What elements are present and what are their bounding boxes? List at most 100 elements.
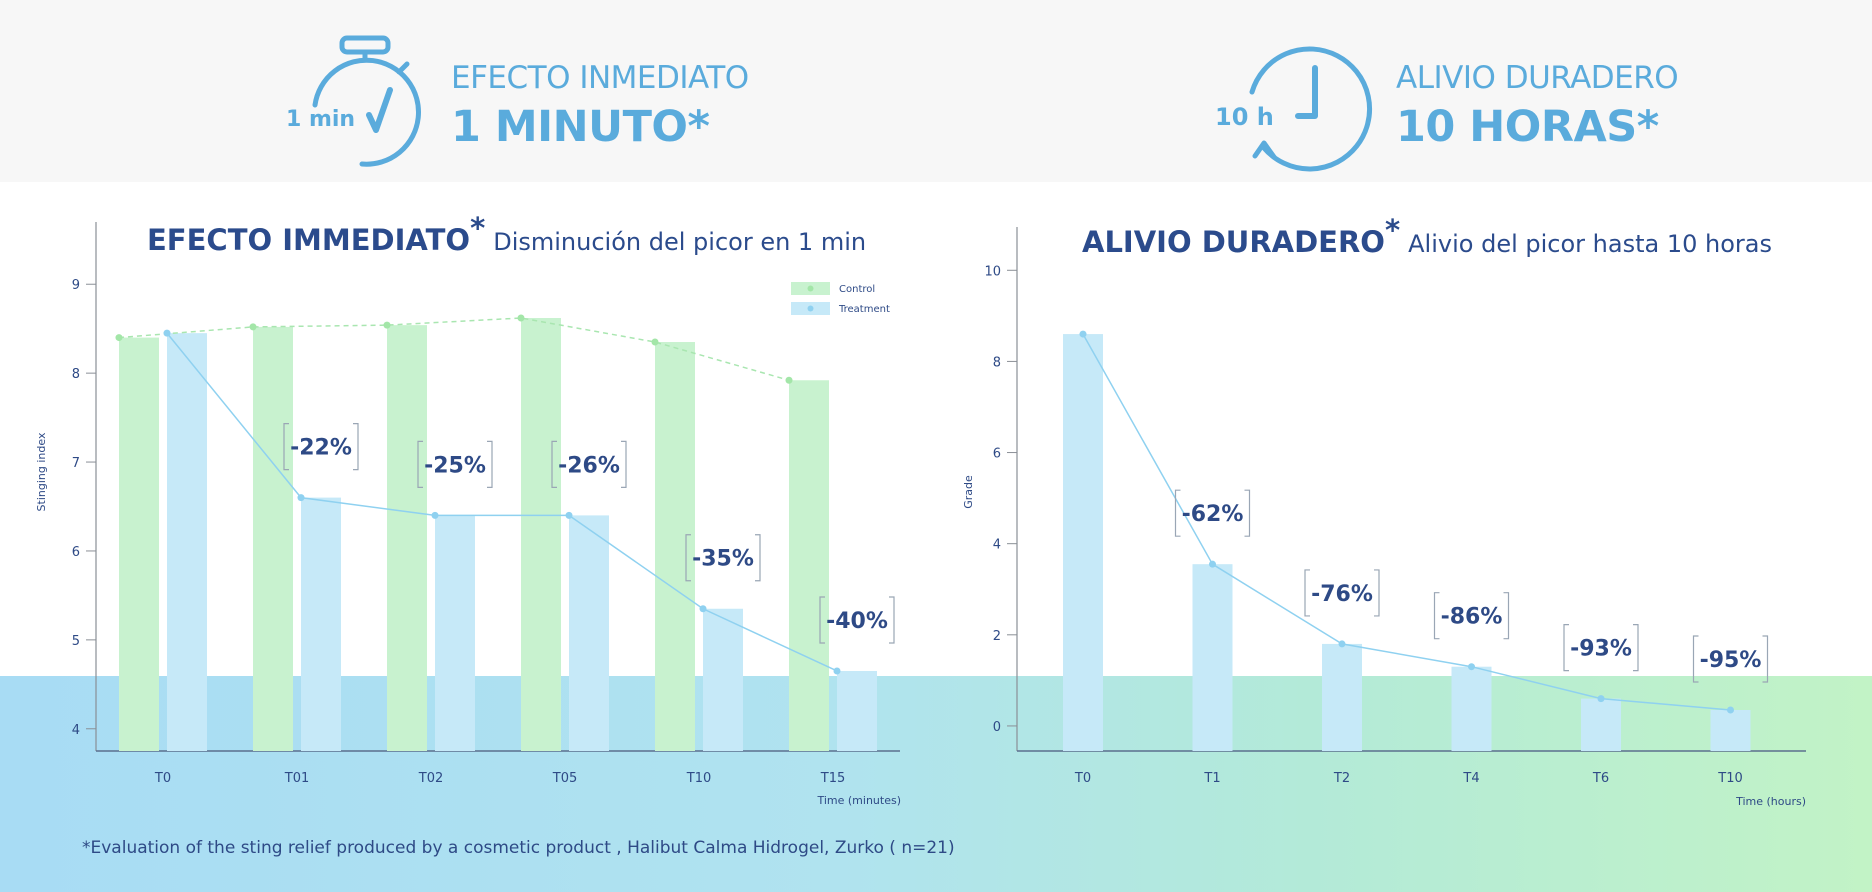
- callout-bracket-right: [353, 423, 359, 471]
- reduction-label: -22%: [290, 436, 352, 461]
- y-tick-label: 4: [993, 538, 1001, 553]
- y-tick-label: 6: [72, 545, 80, 560]
- stopwatch-icon: 1 min: [286, 35, 421, 167]
- treatment-point: [699, 605, 707, 613]
- callout-bracket-left: [417, 440, 423, 488]
- x-tick-label: T15: [820, 771, 845, 786]
- reduction-label: -62%: [1182, 502, 1244, 527]
- treatment-trend-line: [1082, 333, 1731, 711]
- y-tick-label: 7: [72, 456, 80, 471]
- feature-title-right: ALIVIO DURADERO: [1396, 60, 1679, 96]
- legend-label-control: Control: [839, 284, 875, 295]
- bar-control: [119, 337, 159, 751]
- x-tick-label: T1: [1203, 771, 1220, 786]
- x-tick-label: T10: [686, 771, 711, 786]
- reduction-label: -95%: [1700, 648, 1762, 673]
- bar-grade: [1581, 698, 1621, 751]
- callout-bracket-right: [1762, 635, 1769, 683]
- callout-bracket-left: [1174, 489, 1181, 537]
- bar-grade: [1192, 564, 1233, 751]
- treatment-point: [1209, 560, 1216, 568]
- reduction-callout: -22%: [283, 423, 359, 471]
- reduction-callout: -25%: [417, 440, 493, 488]
- feature-immediate-effect: 1 min EFECTO INMEDIATO 1 MINUTO*: [280, 30, 780, 180]
- bar-treatment: [837, 670, 877, 751]
- bar-control: [253, 326, 293, 751]
- stopwatch-icon-label: 1 min: [286, 107, 355, 132]
- treatment-point: [297, 494, 305, 502]
- callout-bracket-left: [1563, 624, 1569, 672]
- callout-bracket-right: [621, 440, 627, 488]
- treatment-point: [1597, 695, 1605, 703]
- y-tick-label: 8: [72, 367, 80, 382]
- bar-grade: [1322, 643, 1362, 751]
- treatment-point: [1079, 330, 1087, 338]
- clock-icon-label: 10 h: [1215, 103, 1274, 131]
- x-tick-label: T6: [1592, 771, 1609, 786]
- header-band: [0, 0, 1872, 182]
- bar-treatment: [435, 515, 475, 751]
- callout-bracket-right: [487, 440, 493, 488]
- x-tick-label: T10: [1717, 771, 1742, 786]
- treatment-point: [1727, 706, 1734, 714]
- x-tick-label: T0: [1074, 771, 1091, 786]
- callout-bracket-right: [1503, 592, 1510, 640]
- reduction-callout: -95%: [1692, 635, 1769, 683]
- footnote: *Evaluation of the sting relief produced…: [82, 838, 955, 858]
- y-tick-label: 5: [72, 634, 80, 649]
- y-tick-label: 2: [993, 629, 1001, 644]
- feature-title-left: EFECTO INMEDIATO: [451, 60, 749, 96]
- reduction-label: -86%: [1441, 605, 1503, 630]
- callout-bracket-left: [1304, 569, 1310, 617]
- callout-bracket-left: [819, 596, 825, 644]
- callout-bracket-left: [283, 423, 289, 471]
- treatment-point: [163, 329, 171, 337]
- control-point: [115, 334, 123, 342]
- reduction-callout: -93%: [1563, 624, 1639, 672]
- treatment-point: [1468, 663, 1475, 671]
- reduction-callout: -40%: [819, 596, 895, 644]
- y-tick-label: 4: [72, 723, 80, 738]
- chart-legend: Control Treatment: [791, 282, 890, 315]
- control-point: [249, 323, 257, 331]
- x-axis-title-left: Time (minutes): [816, 794, 901, 807]
- callout-bracket-right: [1633, 624, 1639, 672]
- callout-bracket-right: [1374, 569, 1380, 617]
- y-axis-title-left: Stinging index: [35, 432, 48, 511]
- reduction-label: -40%: [826, 609, 888, 634]
- control-point: [383, 321, 391, 329]
- legend-marker-control: [807, 285, 814, 292]
- bar-control: [655, 342, 695, 751]
- feature-subtitle-left: 1 MINUTO*: [451, 102, 710, 152]
- chart-immediate-effect: EFECTO IMMEDIATO* Disminución del picor e…: [35, 211, 901, 807]
- control-point: [517, 314, 525, 322]
- reduction-label: -26%: [558, 453, 620, 478]
- control-point: [651, 338, 659, 346]
- reduction-callout: -26%: [551, 440, 627, 488]
- x-tick-label: T02: [418, 771, 443, 786]
- reduction-callout: -86%: [1433, 592, 1510, 640]
- reduction-label: -35%: [692, 547, 754, 572]
- callout-bracket-left: [551, 440, 557, 488]
- control-trend-line: [118, 317, 790, 381]
- bar-control: [789, 380, 829, 751]
- reduction-label: -76%: [1311, 582, 1373, 607]
- treatment-point: [1338, 640, 1346, 648]
- callout-bracket-left: [1692, 635, 1699, 683]
- bar-grade: [1063, 334, 1103, 751]
- x-axis-title-right: Time (hours): [1735, 795, 1806, 808]
- bar-grade: [1710, 709, 1751, 751]
- bar-grade: [1451, 666, 1492, 751]
- y-tick-label: 8: [993, 355, 1001, 370]
- x-tick-label: T2: [1333, 771, 1350, 786]
- reduction-callout: -76%: [1304, 569, 1380, 617]
- treatment-point: [833, 667, 841, 675]
- reduction-label: -25%: [424, 453, 486, 478]
- clock-icon: 10 h: [1215, 46, 1373, 172]
- callout-bracket-right: [1244, 489, 1251, 537]
- legend-marker-treatment: [807, 305, 814, 312]
- bar-treatment: [167, 333, 207, 751]
- bar-treatment: [703, 608, 743, 751]
- chart-title-right: ALIVIO DURADERO* Alivio del picor hasta 1…: [1082, 213, 1772, 259]
- callout-bracket-right: [755, 534, 761, 582]
